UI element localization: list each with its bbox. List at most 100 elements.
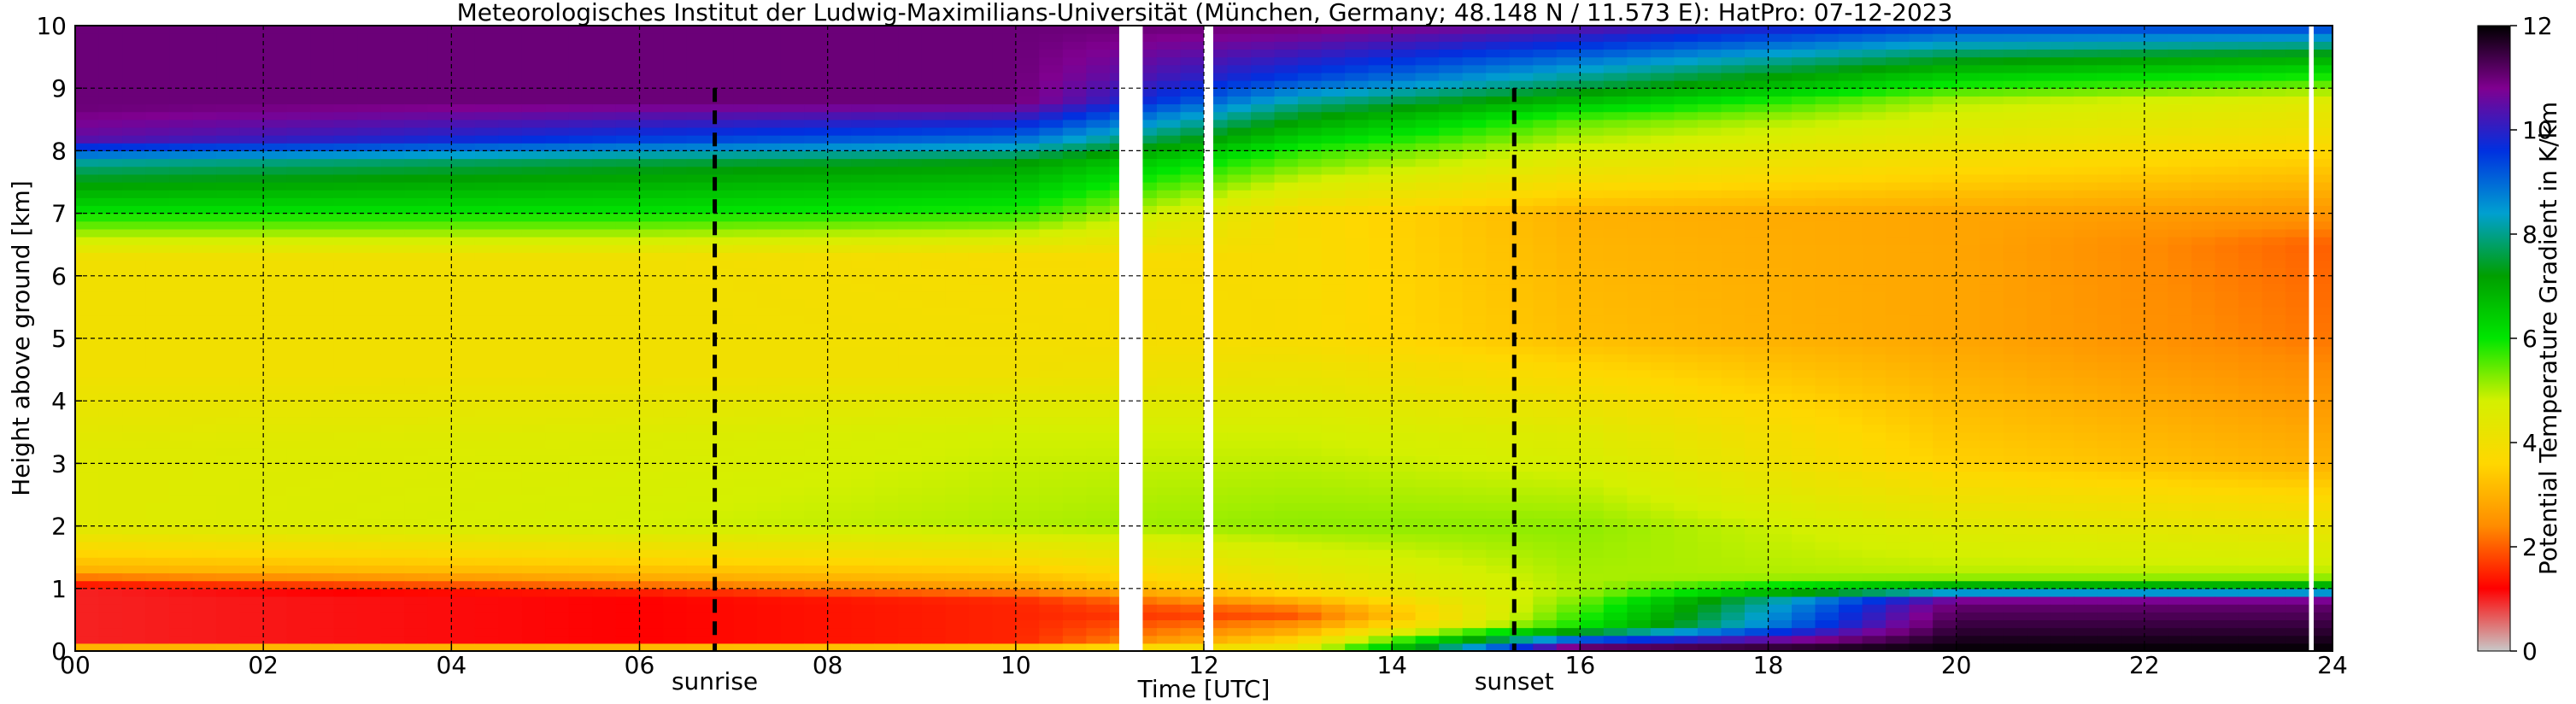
- heatmap-cell: [263, 119, 288, 128]
- heatmap-cell: [992, 111, 1017, 120]
- heatmap-cell: [710, 557, 735, 566]
- heatmap-cell: [992, 158, 1017, 167]
- heatmap-cell: [98, 338, 123, 347]
- heatmap-cell: [427, 495, 452, 503]
- heatmap-cell: [145, 463, 170, 472]
- heatmap-cell: [804, 393, 829, 402]
- heatmap-cell: [733, 260, 758, 269]
- heatmap-cell: [1180, 502, 1205, 511]
- heatmap-cell: [474, 220, 499, 230]
- heatmap-cell: [474, 518, 499, 527]
- heatmap-cell: [427, 572, 452, 582]
- heatmap-cell: [427, 595, 452, 605]
- heatmap-cell: [733, 510, 758, 519]
- heatmap-cell: [1133, 627, 1158, 637]
- heatmap-cell: [427, 401, 452, 409]
- heatmap-cell: [1227, 307, 1252, 316]
- heatmap-cell: [239, 267, 264, 277]
- heatmap-cell: [945, 478, 970, 488]
- heatmap-cell: [333, 612, 358, 620]
- heatmap-cell: [1274, 565, 1299, 574]
- heatmap-cell: [1086, 557, 1111, 566]
- heatmap-cell: [686, 173, 711, 183]
- heatmap-cell: [75, 541, 100, 550]
- heatmap-cell: [192, 197, 217, 207]
- heatmap-cell: [521, 393, 547, 402]
- heatmap-cell: [498, 56, 523, 66]
- heatmap-cell: [686, 416, 711, 425]
- heatmap-cell: [757, 299, 782, 308]
- heatmap-cell: [851, 26, 876, 34]
- heatmap-cell: [216, 72, 241, 81]
- heatmap-cell: [1180, 111, 1205, 120]
- heatmap-cell: [1486, 377, 1511, 386]
- heatmap-cell: [122, 80, 147, 89]
- heatmap-cell: [804, 49, 829, 58]
- heatmap-cell: [192, 283, 217, 292]
- heatmap-cell: [1180, 401, 1205, 409]
- heatmap-cell: [404, 26, 429, 34]
- heatmap-cell: [1509, 525, 1534, 535]
- heatmap-cell: [1368, 182, 1393, 191]
- heatmap-cell: [521, 190, 547, 198]
- heatmap-cell: [122, 291, 147, 300]
- heatmap-cell: [310, 56, 335, 66]
- heatmap-cell: [1368, 580, 1393, 590]
- heatmap-cell: [968, 478, 993, 488]
- heatmap-cell: [568, 377, 594, 386]
- heatmap-cell: [1392, 431, 1417, 441]
- heatmap-cell: [1509, 612, 1534, 620]
- heatmap-cell: [592, 612, 617, 620]
- heatmap-cell: [404, 565, 429, 574]
- heatmap-cell: [1180, 557, 1205, 566]
- heatmap-cell: [921, 431, 946, 441]
- heatmap-cell: [1227, 604, 1252, 613]
- heatmap-cell: [310, 612, 335, 620]
- heatmap-cell: [686, 166, 711, 175]
- heatmap-cell: [945, 190, 970, 198]
- heatmap-cell: [1462, 439, 1487, 449]
- heatmap-cell: [1321, 267, 1346, 277]
- heatmap-cell: [1415, 502, 1440, 511]
- heatmap-cell: [474, 612, 499, 620]
- heatmap-cell: [710, 572, 735, 582]
- heatmap-cell: [1204, 330, 1229, 339]
- heatmap-cell: [333, 580, 358, 590]
- heatmap-cell: [216, 143, 241, 151]
- heatmap-cell: [592, 126, 617, 136]
- heatmap-cell: [474, 455, 499, 464]
- heatmap-cell: [804, 213, 829, 222]
- heatmap-cell: [263, 495, 288, 503]
- heatmap-cell: [1462, 252, 1487, 261]
- heatmap-cell: [921, 41, 946, 50]
- heatmap-cell: [75, 612, 100, 620]
- heatmap-cell: [521, 228, 547, 238]
- heatmap-cell: [1086, 166, 1111, 175]
- heatmap-cell: [380, 588, 405, 597]
- heatmap-cell: [1462, 190, 1487, 198]
- heatmap-cell: [1462, 88, 1487, 97]
- heatmap-cell: [1156, 533, 1182, 543]
- heatmap-cell: [686, 299, 711, 308]
- heatmap-cell: [733, 525, 758, 535]
- heatmap-cell: [380, 518, 405, 527]
- heatmap-cell: [451, 166, 476, 175]
- heatmap-cell: [498, 439, 523, 449]
- heatmap-cell: [1392, 119, 1417, 128]
- heatmap-cell: [757, 541, 782, 550]
- heatmap-cell: [1345, 478, 1370, 488]
- heatmap-cell: [686, 143, 711, 151]
- heatmap-cell: [1321, 612, 1346, 620]
- heatmap-cell: [898, 572, 923, 582]
- heatmap-cell: [921, 252, 946, 261]
- heatmap-cell: [615, 580, 641, 590]
- heatmap-cell: [639, 557, 664, 566]
- heatmap-cell: [122, 455, 147, 464]
- heatmap-cell: [1321, 173, 1346, 183]
- heatmap-cell: [1486, 495, 1511, 503]
- heatmap-cell: [1180, 150, 1205, 160]
- heatmap-cell: [780, 41, 805, 50]
- heatmap-cell: [263, 314, 288, 324]
- heatmap-cell: [1486, 213, 1511, 222]
- heatmap-cell: [733, 572, 758, 582]
